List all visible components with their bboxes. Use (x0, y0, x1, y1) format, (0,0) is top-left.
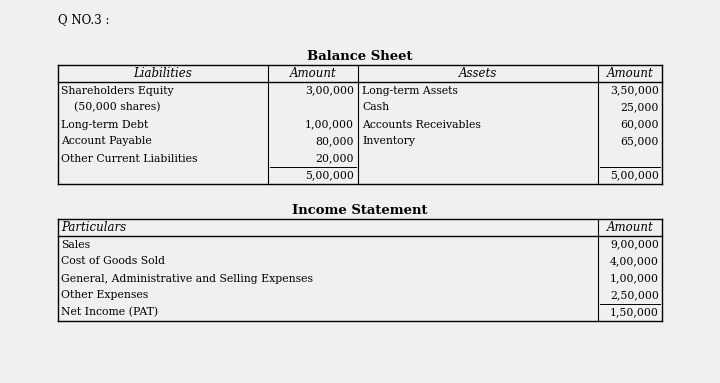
Text: Particulars: Particulars (61, 221, 126, 234)
Text: Other Expenses: Other Expenses (61, 290, 148, 301)
Text: Other Current Liabilities: Other Current Liabilities (61, 154, 197, 164)
Text: Balance Sheet: Balance Sheet (307, 50, 413, 63)
Text: 3,50,000: 3,50,000 (610, 85, 659, 95)
Text: Long-term Debt: Long-term Debt (61, 119, 148, 129)
Text: 20,000: 20,000 (315, 154, 354, 164)
Text: 60,000: 60,000 (621, 119, 659, 129)
Text: 25,000: 25,000 (621, 103, 659, 113)
Text: Amount: Amount (289, 67, 336, 80)
Text: Cash: Cash (362, 103, 389, 113)
Text: Sales: Sales (61, 239, 90, 249)
Text: 5,00,000: 5,00,000 (610, 170, 659, 180)
Text: Amount: Amount (607, 221, 653, 234)
Text: 80,000: 80,000 (315, 136, 354, 147)
Text: 3,00,000: 3,00,000 (305, 85, 354, 95)
Text: 5,00,000: 5,00,000 (305, 170, 354, 180)
Text: 1,00,000: 1,00,000 (610, 273, 659, 283)
Text: Liabilities: Liabilities (134, 67, 192, 80)
Text: Net Income (PAT): Net Income (PAT) (61, 307, 158, 318)
Text: General, Administrative and Selling Expenses: General, Administrative and Selling Expe… (61, 273, 313, 283)
Text: Long-term Assets: Long-term Assets (362, 85, 458, 95)
Text: Inventory: Inventory (362, 136, 415, 147)
Text: 4,00,000: 4,00,000 (610, 257, 659, 267)
Text: Assets: Assets (459, 67, 497, 80)
Text: 1,50,000: 1,50,000 (610, 308, 659, 318)
Text: Shareholders Equity: Shareholders Equity (61, 85, 174, 95)
Text: Account Payable: Account Payable (61, 136, 152, 147)
Text: 65,000: 65,000 (621, 136, 659, 147)
Text: Q NO.3 :: Q NO.3 : (58, 13, 109, 26)
Text: (50,000 shares): (50,000 shares) (74, 102, 161, 113)
Text: 2,50,000: 2,50,000 (610, 290, 659, 301)
Text: 9,00,000: 9,00,000 (610, 239, 659, 249)
Text: Amount: Amount (607, 67, 653, 80)
Text: Accounts Receivables: Accounts Receivables (362, 119, 481, 129)
Text: Cost of Goods Sold: Cost of Goods Sold (61, 257, 165, 267)
Text: 1,00,000: 1,00,000 (305, 119, 354, 129)
Text: Income Statement: Income Statement (292, 204, 428, 217)
